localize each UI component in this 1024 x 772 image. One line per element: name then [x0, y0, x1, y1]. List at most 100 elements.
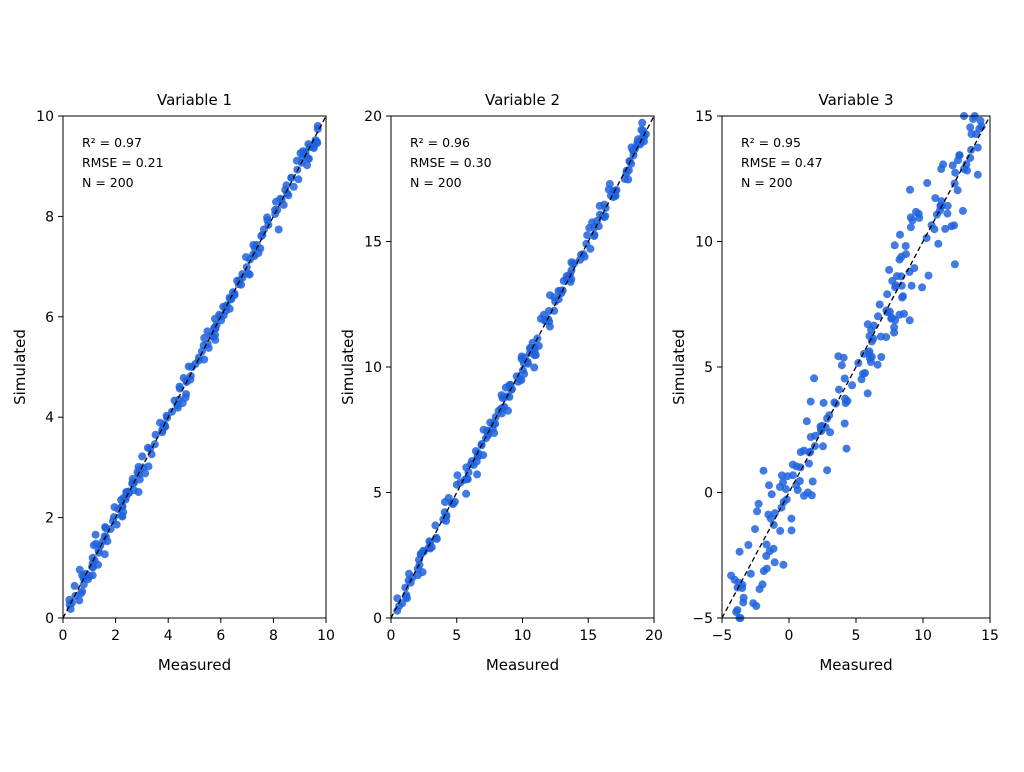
data-point — [627, 159, 636, 168]
data-point — [303, 161, 312, 170]
data-point — [930, 225, 939, 234]
data-point — [67, 598, 76, 607]
data-point — [754, 499, 763, 508]
data-point — [462, 489, 471, 498]
data-point — [922, 234, 931, 242]
data-point — [281, 185, 290, 194]
data-point — [960, 165, 968, 173]
data-point — [781, 485, 790, 493]
x-tick-label: 20 — [645, 628, 663, 644]
data-point — [931, 194, 940, 203]
data-point — [795, 477, 804, 485]
data-point — [225, 304, 234, 313]
data-point — [244, 269, 253, 278]
data-point — [417, 550, 426, 559]
data-point — [907, 281, 916, 290]
data-point — [206, 331, 215, 340]
data-point — [413, 564, 422, 573]
one-to-one-line — [390, 115, 655, 619]
data-point — [895, 255, 904, 264]
data-point — [759, 466, 768, 475]
data-point — [117, 511, 126, 520]
data-point — [200, 355, 209, 364]
x-axis-label: Measured — [158, 656, 231, 674]
data-point — [79, 580, 88, 589]
data-point — [915, 213, 924, 222]
data-point — [739, 598, 748, 607]
data-point — [85, 572, 94, 581]
data-point — [301, 148, 310, 157]
plot-frame — [62, 115, 327, 619]
data-point — [943, 201, 952, 210]
data-point — [876, 332, 885, 341]
data-point — [501, 383, 510, 392]
data-point — [609, 187, 618, 195]
y-tick-label: 0 — [373, 611, 382, 627]
data-point — [517, 352, 526, 361]
data-point — [122, 488, 131, 497]
y-tick-label: 10 — [36, 109, 54, 125]
data-point — [75, 596, 84, 605]
data-point — [924, 271, 933, 280]
data-point — [109, 517, 117, 526]
data-point — [393, 594, 402, 603]
data-point — [287, 173, 296, 182]
stats-line: R² = 0.96 — [410, 135, 470, 150]
data-point — [819, 398, 828, 407]
x-tick-label: 10 — [514, 628, 532, 644]
x-tick-label: 0 — [785, 628, 794, 644]
data-point — [958, 206, 967, 215]
data-point — [890, 241, 899, 250]
y-tick-label: 0 — [45, 611, 54, 627]
data-point — [796, 463, 805, 472]
data-point — [274, 225, 283, 234]
data-point — [624, 175, 633, 184]
data-point — [973, 170, 982, 179]
data-points — [727, 112, 986, 622]
data-point — [806, 397, 815, 406]
data-point — [601, 203, 610, 212]
y-tick-label: 10 — [364, 360, 382, 376]
data-point — [918, 283, 927, 292]
data-point — [583, 231, 592, 240]
x-tick-label: 0 — [387, 628, 396, 644]
data-point — [770, 558, 779, 567]
data-point — [121, 495, 130, 504]
data-point — [556, 286, 565, 295]
data-point — [752, 602, 761, 610]
data-point — [951, 168, 960, 177]
y-tick-label: 2 — [45, 511, 54, 527]
data-point — [76, 589, 85, 598]
data-point — [967, 130, 976, 139]
data-point — [257, 232, 266, 240]
data-point — [762, 564, 771, 573]
data-point — [941, 224, 950, 233]
data-point — [954, 156, 962, 165]
data-point — [906, 185, 914, 194]
data-point — [783, 472, 792, 481]
data-point — [518, 366, 527, 375]
data-point — [769, 520, 778, 529]
y-tick-label: 5 — [373, 486, 382, 502]
data-point — [751, 525, 759, 534]
y-tick-label: 0 — [704, 486, 713, 502]
data-point — [91, 530, 100, 539]
y-axis-label: Simulated — [339, 329, 357, 405]
data-point — [263, 216, 272, 225]
data-point — [863, 320, 872, 329]
data-point — [744, 541, 753, 549]
panel-title: Variable 2 — [485, 91, 560, 109]
stats-line: R² = 0.95 — [741, 135, 801, 150]
data-point — [158, 428, 167, 437]
data-point — [545, 317, 554, 326]
data-point — [810, 374, 819, 383]
stats-line: RMSE = 0.21 — [82, 155, 164, 170]
data-point — [534, 341, 543, 350]
data-point — [289, 182, 298, 191]
data-point — [899, 292, 907, 301]
panel-title: Variable 3 — [818, 91, 893, 109]
one-to-one-line — [721, 115, 991, 619]
data-point — [462, 463, 471, 472]
data-point — [808, 477, 817, 486]
